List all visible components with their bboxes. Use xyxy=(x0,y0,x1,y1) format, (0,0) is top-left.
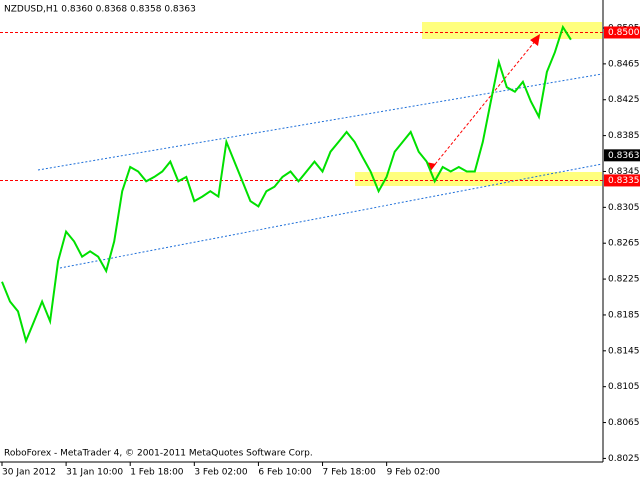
y-tick-label: 0.8305 xyxy=(608,203,640,213)
y-tick-label: 0.8105 xyxy=(608,382,640,392)
x-tick-label: 6 Feb 10:00 xyxy=(258,468,312,478)
y-tick-label: 0.8385 xyxy=(608,131,640,141)
price-label: 0.8500 xyxy=(608,28,640,38)
x-tick-label: 1 Feb 18:00 xyxy=(130,468,184,478)
y-tick-label: 0.8465 xyxy=(608,59,640,69)
y-tick-label: 0.8145 xyxy=(608,346,640,356)
price-tag xyxy=(604,174,640,187)
price-label: 0.8335 xyxy=(608,176,640,186)
support-zone xyxy=(355,172,602,186)
x-tick-label: 31 Jan 10:00 xyxy=(66,468,123,478)
resistance-zone xyxy=(422,22,602,39)
y-tick-label: 0.8425 xyxy=(608,95,640,105)
y-tick-label: 0.8345 xyxy=(608,167,640,177)
y-tick-label: 0.8225 xyxy=(608,275,640,285)
channel-upper xyxy=(37,73,603,171)
x-tick-label: 7 Feb 18:00 xyxy=(323,468,377,478)
x-tick-label: 3 Feb 02:00 xyxy=(194,468,248,478)
y-tick-label: 0.8185 xyxy=(608,310,640,320)
y-tick-label: 0.8065 xyxy=(608,418,640,428)
x-tick-label: 30 Jan 2012 xyxy=(2,468,56,478)
x-tick-label: 9 Feb 02:00 xyxy=(387,468,441,478)
footer: RoboForex - MetaTrader 4, © 2001-2011 Me… xyxy=(4,449,313,459)
y-tick-label: 0.8025 xyxy=(608,454,640,464)
chart-title: NZDUSD,H1 0.8360 0.8368 0.8358 0.8363 xyxy=(4,5,196,15)
y-tick-label: 0.8265 xyxy=(608,239,640,249)
price-line xyxy=(1,24,572,345)
arrow-head xyxy=(530,34,540,46)
forecast-arrow xyxy=(431,39,537,169)
price-label: 0.8363 xyxy=(608,151,640,161)
price-tag xyxy=(604,26,640,39)
price-tag xyxy=(604,149,640,162)
